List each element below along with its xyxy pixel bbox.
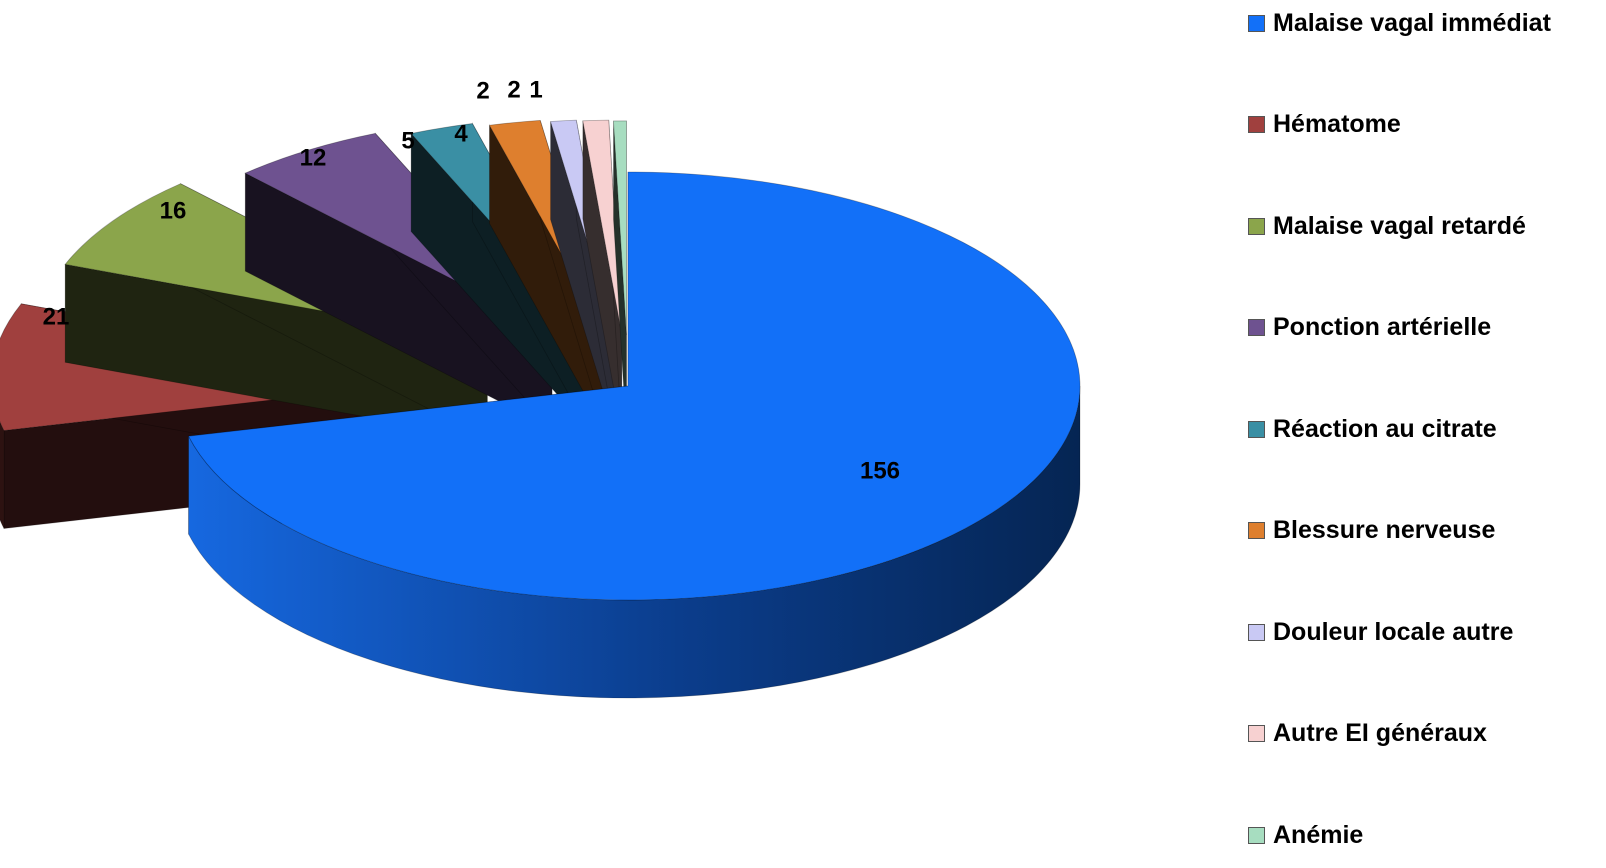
- legend-swatch: [1248, 826, 1265, 844]
- legend-item-anemie: Anémie: [1248, 820, 1363, 850]
- legend-swatch: [1248, 522, 1265, 539]
- legend-label: Malaise vagal retardé: [1273, 211, 1526, 240]
- legend-item-autre-ei-generaux: Autre EI généraux: [1248, 719, 1487, 749]
- legend-label: Blessure nerveuse: [1273, 516, 1496, 544]
- legend-item-malaise-vagal-immediat: Malaise vagal immédiat: [1248, 8, 1551, 38]
- legend-swatch: [1248, 116, 1265, 133]
- legend-item-reaction-au-citrate: Réaction au citrate: [1248, 414, 1497, 444]
- legend-label: Malaise vagal immédiat: [1273, 8, 1551, 37]
- legend-swatch: [1248, 420, 1265, 438]
- data-label-malaise-vagal-immediat: 156: [860, 457, 900, 484]
- data-label-hematome: 21: [43, 303, 70, 330]
- legend-label: Réaction au citrate: [1273, 414, 1497, 443]
- data-label-malaise-vagal-retarde: 16: [160, 197, 187, 224]
- data-label-reaction-au-citrate: 5: [401, 127, 414, 154]
- legend-swatch: [1248, 623, 1265, 641]
- legend-swatch: [1248, 725, 1265, 742]
- legend-label: Anémie: [1273, 820, 1364, 849]
- legend-label: Ponction artérielle: [1273, 313, 1492, 341]
- legend-label: Autre EI généraux: [1273, 719, 1487, 747]
- legend-label: Douleur locale autre: [1273, 617, 1514, 646]
- data-label-douleur-locale-autre: 2: [476, 77, 489, 104]
- legend-item-blessure-nerveuse: Blessure nerveuse: [1248, 516, 1495, 546]
- legend-swatch: [1248, 14, 1265, 32]
- legend-swatch: [1248, 319, 1265, 336]
- data-label-anemie: 1: [529, 76, 542, 103]
- legend-swatch: [1248, 217, 1265, 235]
- pie-slice-malaise-vagal-immediat: [187, 171, 1081, 699]
- data-label-autre-ei-generaux: 2: [507, 76, 520, 103]
- legend-item-douleur-locale-autre: Douleur locale autre: [1248, 617, 1513, 647]
- legend-item-hematome: Hématome: [1248, 110, 1401, 140]
- data-label-blessure-nerveuse: 4: [454, 120, 468, 147]
- data-label-ponction-arterielle: 12: [300, 144, 327, 171]
- legend-item-malaise-vagal-retarde: Malaise vagal retardé: [1248, 211, 1526, 241]
- legend-item-ponction-arterielle: Ponction artérielle: [1248, 313, 1491, 343]
- legend: Malaise vagal immédiat Hématome Malaise va…: [1248, 0, 1598, 868]
- legend-label: Hématome: [1273, 110, 1401, 138]
